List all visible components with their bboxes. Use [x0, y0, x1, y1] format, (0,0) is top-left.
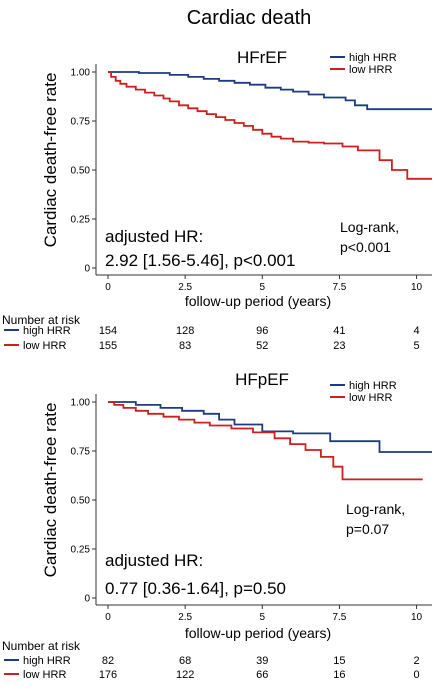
risk-row-label: low HRR	[23, 669, 66, 681]
x-tick-label: 10	[411, 282, 423, 293]
y-tick-label: 0.75	[71, 447, 91, 458]
x-tick-label: 7.5	[332, 612, 346, 623]
hr-label: adjusted HR:	[105, 227, 203, 246]
risk-value: 39	[256, 655, 268, 667]
series-line-low-hrr	[108, 71, 432, 180]
risk-value: 128	[176, 325, 194, 337]
x-tick-label: 2.5	[178, 282, 192, 293]
y-axis-label: Cardiac death-free rate	[41, 73, 60, 248]
series-line-low-hrr	[108, 401, 423, 481]
y-tick-label: 0.25	[71, 545, 91, 556]
risk-value: 52	[256, 340, 268, 352]
y-tick-label: 0.50	[71, 496, 91, 507]
x-tick-label: 7.5	[332, 282, 346, 293]
risk-value: 154	[99, 325, 117, 337]
x-axis-label: follow-up period (years)	[185, 625, 331, 641]
risk-row-label: high HRR	[23, 325, 71, 337]
legend-label: low HRR	[349, 392, 392, 404]
risk-value: 16	[333, 669, 345, 681]
x-tick-label: 10	[411, 612, 423, 623]
logrank-pvalue: p<0.001	[340, 239, 391, 255]
risk-value: 2	[414, 655, 420, 667]
risk-value: 96	[256, 325, 268, 337]
risk-value: 155	[99, 340, 117, 352]
hr-label: adjusted HR:	[105, 551, 203, 570]
risk-value: 176	[99, 669, 117, 681]
panel-hfref: HFrEF 0 0.25 0.50 0.75 1.00 0 2.5 5 7.5 10 follow-u…	[2, 48, 432, 352]
hr-value: 0.77 [0.36-1.64], p=0.50	[105, 579, 286, 598]
risk-value: 5	[414, 340, 420, 352]
risk-row-label: high HRR	[23, 655, 71, 667]
y-tick-label: 0.50	[71, 166, 91, 177]
panel-hfpef: HFpEF 0 0.25 0.50 0.75 1.00 0 2.5 5 7.5 10 follow-u…	[2, 370, 432, 681]
x-tick-label: 5	[260, 282, 266, 293]
risk-value: 4	[414, 325, 420, 337]
legend-label: high HRR	[349, 52, 397, 64]
risk-value: 83	[179, 340, 191, 352]
y-axis-label: Cardiac death-free rate	[41, 403, 60, 578]
logrank-label: Log-rank,	[346, 501, 405, 517]
panel-title-hfref: HFrEF	[237, 48, 287, 67]
x-axis-label: follow-up period (years)	[185, 293, 331, 309]
y-tick-label: 0	[84, 264, 90, 275]
risk-value: 68	[179, 655, 191, 667]
risk-value: 0	[414, 669, 420, 681]
x-tick-label: 0	[105, 282, 111, 293]
main-title: Cardiac death	[187, 7, 312, 29]
legend-label: low HRR	[349, 64, 392, 76]
series-line-high-hrr	[108, 71, 432, 111]
y-tick-label: 0.75	[71, 117, 91, 128]
risk-value: 66	[256, 669, 268, 681]
risk-value: 122	[176, 669, 194, 681]
y-tick-label: 0.25	[71, 215, 91, 226]
legend-label: high HRR	[349, 380, 397, 392]
risk-row-label: low HRR	[23, 340, 66, 352]
risk-value: 41	[333, 325, 345, 337]
hr-value: 2.92 [1.56-5.46], p<0.001	[105, 251, 295, 270]
y-tick-label: 1.00	[71, 398, 91, 409]
risk-value: 23	[333, 340, 345, 352]
logrank-pvalue: p=0.07	[346, 521, 389, 537]
risk-table-header: Number at risk	[2, 639, 81, 653]
x-tick-label: 5	[260, 612, 266, 623]
panel-title-hfpef: HFpEF	[235, 370, 289, 389]
logrank-label: Log-rank,	[340, 219, 399, 235]
risk-value: 15	[333, 655, 345, 667]
x-tick-label: 0	[105, 612, 111, 623]
y-tick-label: 0	[84, 594, 90, 605]
risk-value: 82	[102, 655, 114, 667]
y-tick-label: 1.00	[71, 68, 91, 79]
x-tick-label: 2.5	[178, 612, 192, 623]
series-line-high-hrr	[108, 401, 432, 453]
risk-table-header: Number at risk	[2, 313, 81, 327]
